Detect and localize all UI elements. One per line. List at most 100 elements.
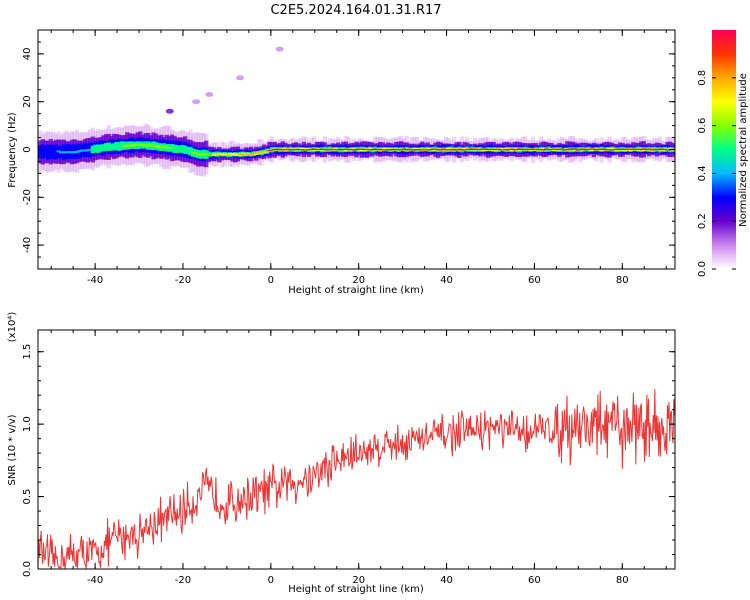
heatmap-cell — [430, 148, 436, 151]
heatmap-cell — [211, 153, 217, 156]
heatmap-cell — [64, 151, 69, 154]
ticks-top: -40 -20 0 20 40 60 80 40 20 0 -20 -40 — [22, 30, 675, 286]
x-tick-label: 40 — [440, 275, 453, 286]
heatmap-cell — [541, 149, 546, 151]
heatmap-cell — [275, 148, 280, 151]
x-tick-label: -20 — [175, 575, 191, 586]
heatmap-cell — [235, 153, 241, 156]
heatmap-cell — [412, 148, 417, 151]
heatmap-cell — [620, 148, 625, 150]
x-tick-label: 60 — [528, 575, 541, 586]
heatmap-cell — [219, 153, 225, 155]
heatmap-cell — [522, 149, 528, 151]
heatmap-cell — [167, 146, 172, 149]
heatmap-cell — [578, 148, 583, 151]
heatmap-cell — [51, 150, 56, 153]
y-tick-label: -40 — [22, 237, 33, 253]
heatmap-cell — [591, 148, 596, 150]
heatmap-cell — [306, 149, 312, 151]
y-tick-label: 20 — [22, 95, 33, 108]
heatmap-cell — [172, 147, 177, 150]
y-tick-label: 40 — [22, 48, 33, 61]
colorbar: 0.0 0.2 0.4 0.6 0.8 Normalized spectral ampl… — [697, 30, 749, 277]
heatmap-cell — [472, 148, 478, 150]
colorbar-tick-label: 0.8 — [697, 70, 708, 86]
heatmap-cell — [657, 148, 662, 150]
heatmap-cell — [301, 147, 306, 151]
heatmap-cell — [346, 149, 351, 151]
heatmap-cell — [288, 149, 293, 151]
heatmap-cell — [409, 149, 415, 151]
heatmap-cell — [77, 150, 82, 153]
y-tick-label: 0.5 — [22, 489, 33, 505]
heatmap-cell — [225, 153, 230, 155]
x-tick-label: 80 — [616, 275, 629, 286]
heatmap-cell — [417, 148, 422, 151]
heatmap-cell — [457, 148, 462, 150]
heatmap-cell — [117, 144, 122, 147]
heatmap-cell — [467, 148, 473, 151]
heatmap-cell — [573, 148, 578, 150]
plot-frame-bottom — [37, 329, 676, 570]
heatmap-cell — [246, 154, 251, 156]
heatmap-cell — [459, 149, 465, 151]
heatmap-blob — [192, 99, 201, 105]
heatmap-cell — [380, 149, 386, 151]
colorbar-label: Normalized spectral amplitude — [738, 73, 749, 227]
heatmap-cell — [343, 148, 349, 152]
heatmap-cell — [512, 148, 517, 151]
heatmap-cell — [188, 150, 193, 153]
heatmap-cell — [206, 153, 212, 155]
colorbar-tick-label: 0.6 — [697, 118, 708, 134]
heatmap-cell — [185, 149, 191, 152]
heatmap-cell — [504, 149, 509, 151]
heatmap-cell — [565, 148, 570, 151]
heatmap-cell — [151, 144, 156, 147]
heatmap-cell — [575, 148, 581, 151]
heatmap-cell — [161, 146, 167, 148]
heatmap-cell — [138, 143, 143, 146]
heatmap-cell — [570, 149, 575, 151]
heatmap-cell — [451, 148, 457, 150]
heatmap-cell — [254, 152, 259, 154]
heatmap-cell — [393, 149, 399, 151]
heatmap-cell — [488, 148, 494, 150]
heatmap-cell — [230, 153, 235, 156]
heatmap-cell — [638, 148, 644, 151]
heatmap-cell — [314, 149, 320, 151]
heatmap-cell — [396, 149, 401, 151]
heatmap-cell — [312, 148, 317, 150]
heatmap-cell — [617, 148, 623, 150]
heatmap-cell — [475, 148, 480, 150]
heatmap-blob — [275, 46, 284, 52]
heatmap-cell — [420, 149, 425, 151]
colorbar-ticks: 0.0 0.2 0.4 0.6 0.8 — [697, 70, 736, 277]
heatmap-cell — [217, 153, 222, 155]
heatmap-cell — [111, 145, 117, 148]
heatmap-cell — [491, 148, 496, 150]
heatmap-cell — [341, 149, 346, 151]
heatmap-cell — [462, 147, 467, 151]
heatmap-cell — [364, 148, 370, 150]
heatmap-cell — [304, 148, 309, 151]
heatmap-cell — [222, 153, 227, 155]
heatmap-cell — [499, 147, 504, 151]
heatmap-cell — [407, 148, 412, 151]
heatmap-cell — [53, 151, 59, 153]
heatmap-cell — [370, 148, 375, 151]
heatmap-cell — [367, 148, 372, 151]
snr-series-line — [38, 389, 675, 569]
heatmap-cell — [501, 148, 507, 151]
heatmap-cell — [375, 149, 380, 151]
heatmap-cell — [209, 153, 214, 155]
heatmap-cell — [557, 148, 562, 150]
y-tick-label: -20 — [22, 189, 33, 205]
heatmap-cell — [103, 146, 109, 149]
heatmap-cell — [333, 148, 338, 151]
heatmap-cell — [362, 148, 367, 150]
heatmap-cell — [262, 151, 267, 153]
heatmap-cell — [507, 148, 512, 150]
heatmap-cell — [320, 148, 325, 151]
heatmap-cell — [625, 148, 631, 150]
chart-title: C2E5.2024.164.01.31.R17 — [270, 3, 441, 18]
